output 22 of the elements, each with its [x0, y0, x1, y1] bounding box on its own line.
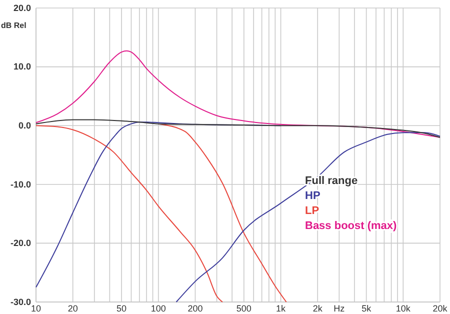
y-tick-label: 20.0	[13, 2, 31, 13]
x-tick-label: 50	[116, 303, 127, 314]
x-tick-label: 100	[150, 303, 166, 314]
y-tick-label: -20.0	[10, 238, 31, 248]
x-tick-label: Hz	[334, 303, 346, 314]
x-tick-label: 500	[236, 303, 252, 314]
x-tick-label: 20	[68, 303, 78, 314]
x-tick-label: 10	[30, 303, 42, 314]
x-tick-label: 20k	[432, 303, 448, 314]
y-tick-label: -30.0	[10, 296, 31, 307]
text: Bass boost (max)	[305, 220, 398, 232]
y-tick-label: 0.0	[18, 120, 31, 130]
x-tick-label: 200	[188, 303, 203, 314]
text: LP	[305, 205, 320, 217]
y-axis-title: dB Rel	[1, 21, 26, 30]
x-tick-label: 2k	[312, 303, 323, 314]
text: HP	[305, 190, 320, 202]
x-tick-label: 1k	[276, 303, 286, 314]
x-tick-label: 10k	[396, 303, 411, 314]
y-tick-label: -10.0	[10, 179, 31, 190]
x-tick-label: 5k	[362, 303, 372, 314]
y-tick-label: 10.0	[13, 62, 31, 72]
